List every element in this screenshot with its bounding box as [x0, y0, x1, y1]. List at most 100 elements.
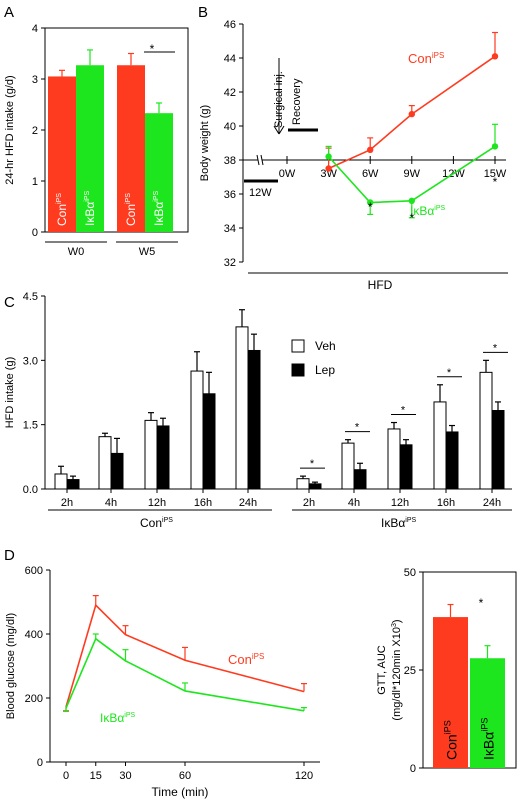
- series-label-con: ConiPS: [408, 51, 444, 66]
- data-point: [325, 165, 332, 172]
- panel-a: A 0 1 2 3 4 24-hr HFD intake (g/d) ConiPS ConiPS…: [4, 4, 189, 258]
- x-tick-label: 15: [90, 770, 102, 782]
- x-tick-label: 6W: [362, 168, 379, 180]
- legend-swatch-veh: [291, 339, 305, 353]
- surgical-label: Surgical inj.: [273, 71, 285, 128]
- x-tick-label: 24h: [239, 497, 257, 509]
- panel-c: C 0.0 1.5 3.0 4.5 HFD intake (g) 2h 4h 12h 16h 24h…: [4, 291, 512, 530]
- significance-star: *: [150, 42, 155, 56]
- group-label: IκBαiPS: [381, 516, 417, 530]
- bar-lep: [399, 444, 413, 490]
- x-tick-label: 0W: [279, 168, 296, 180]
- x-tick-label: 3W: [320, 168, 337, 180]
- y-tick-label: 2: [32, 125, 38, 137]
- x-tick-label: 60: [179, 770, 191, 782]
- legend-label-lep: Lep: [315, 363, 335, 377]
- data-point: [367, 146, 374, 153]
- bar-label: ConiPS: [124, 193, 138, 226]
- significance-star: *: [409, 211, 414, 225]
- y-tick-label: 4: [32, 23, 38, 35]
- bar-lep: [308, 483, 322, 490]
- x-tick-label: 12h: [148, 497, 166, 509]
- panel-label: A: [4, 4, 14, 21]
- significance-star: *: [310, 458, 315, 470]
- x-tick-label: 4h: [348, 497, 360, 509]
- significance-star: *: [368, 200, 373, 214]
- series-label-ikb: IκBαiPS: [100, 711, 136, 725]
- panel-label: D: [4, 547, 15, 564]
- x-axis-label: Time (min): [152, 785, 209, 799]
- bar-lep: [353, 469, 367, 490]
- x-tick-label: 0: [63, 770, 69, 782]
- y-axis-label: GTT, AUC: [376, 645, 388, 695]
- bar-veh: [387, 428, 401, 490]
- bar-veh: [433, 401, 447, 490]
- y-tick-label: 600: [25, 565, 43, 577]
- data-point: [325, 153, 332, 160]
- y-tick-label: 3.0: [23, 355, 38, 367]
- y-tick-label: 400: [25, 629, 43, 641]
- y-tick-label: 34: [224, 223, 236, 235]
- series-label-con: ConiPS: [228, 652, 264, 667]
- bar: [433, 617, 468, 768]
- bar-veh: [296, 478, 310, 490]
- y-tick-label: 46: [224, 19, 236, 31]
- bar-lep: [66, 479, 80, 490]
- significance-star: *: [493, 342, 498, 354]
- recovery-label: Recovery: [291, 78, 303, 125]
- surgical-arrow: [278, 125, 285, 135]
- series-label-ikb: IκBαiPS: [410, 204, 446, 218]
- hfd-label: HFD: [368, 278, 393, 292]
- y-axis-label: HFD intake (g): [4, 357, 16, 429]
- x-tick-label: 15W: [484, 168, 507, 180]
- data-point: [367, 199, 374, 206]
- bar: [117, 65, 145, 232]
- bar-lep: [247, 349, 261, 490]
- data-point: [408, 197, 415, 204]
- x-tick-label: 2h: [61, 497, 73, 509]
- y-axis-label-units: (mg/dl*120min X103): [391, 619, 403, 720]
- significance-star: *: [447, 367, 452, 379]
- bar-lep: [445, 431, 459, 490]
- significance-star: *: [355, 422, 360, 434]
- pre-period-label: 12W: [249, 187, 272, 199]
- bar: [470, 658, 505, 768]
- legend-label-veh: Veh: [315, 339, 336, 353]
- y-tick-label: 38: [224, 155, 236, 167]
- bar: [76, 65, 104, 232]
- significance-star: *: [401, 405, 406, 417]
- data-point: [491, 53, 499, 60]
- bar: [145, 113, 173, 232]
- x-tick-label: 4h: [105, 497, 117, 509]
- panel-b: B 32 34 36 38 40 42 44 46 Body weight (g) 0W 3W 6W 9W…: [198, 4, 508, 292]
- bar-veh: [479, 371, 493, 490]
- bar-veh: [190, 370, 204, 490]
- y-axis-label: Blood glucose (mg/dl): [5, 613, 17, 719]
- bar-label: ConiPS: [55, 193, 69, 226]
- bar-lep: [202, 393, 216, 490]
- group-label: W0: [68, 246, 85, 258]
- x-tick-label: 30: [119, 770, 131, 782]
- y-tick-label: 0: [37, 757, 43, 769]
- panel-d: D 0 200 400 600 0 15 30 60 120 Blood glucose (mg/d…: [4, 547, 320, 799]
- y-tick-label: 36: [224, 189, 236, 201]
- series-line: [328, 145, 496, 204]
- x-tick-label: 16h: [194, 497, 212, 509]
- group-label: ConiPS: [140, 516, 173, 530]
- y-tick-label: 0: [410, 763, 416, 775]
- significance-star: *: [479, 596, 484, 610]
- bar-veh: [341, 442, 355, 490]
- bar-veh: [144, 419, 158, 490]
- bar-veh: [54, 473, 68, 490]
- y-tick-label: 4.5: [23, 291, 38, 303]
- panel-d-inset: 0 25 50 GTT, AUC (mg/dl*120min X103) ConiPS Iκ…: [376, 567, 517, 775]
- y-tick-label: 0: [32, 227, 38, 239]
- bar-lep: [156, 425, 170, 490]
- series-line: [328, 55, 496, 170]
- y-tick-label: 1: [32, 176, 38, 188]
- bar-label: IκBαiPS: [480, 718, 497, 760]
- x-tick-label: 2h: [303, 497, 315, 509]
- y-tick-label: 3: [32, 74, 38, 86]
- legend-swatch-lep: [291, 363, 305, 377]
- x-tick-label: 16h: [437, 497, 455, 509]
